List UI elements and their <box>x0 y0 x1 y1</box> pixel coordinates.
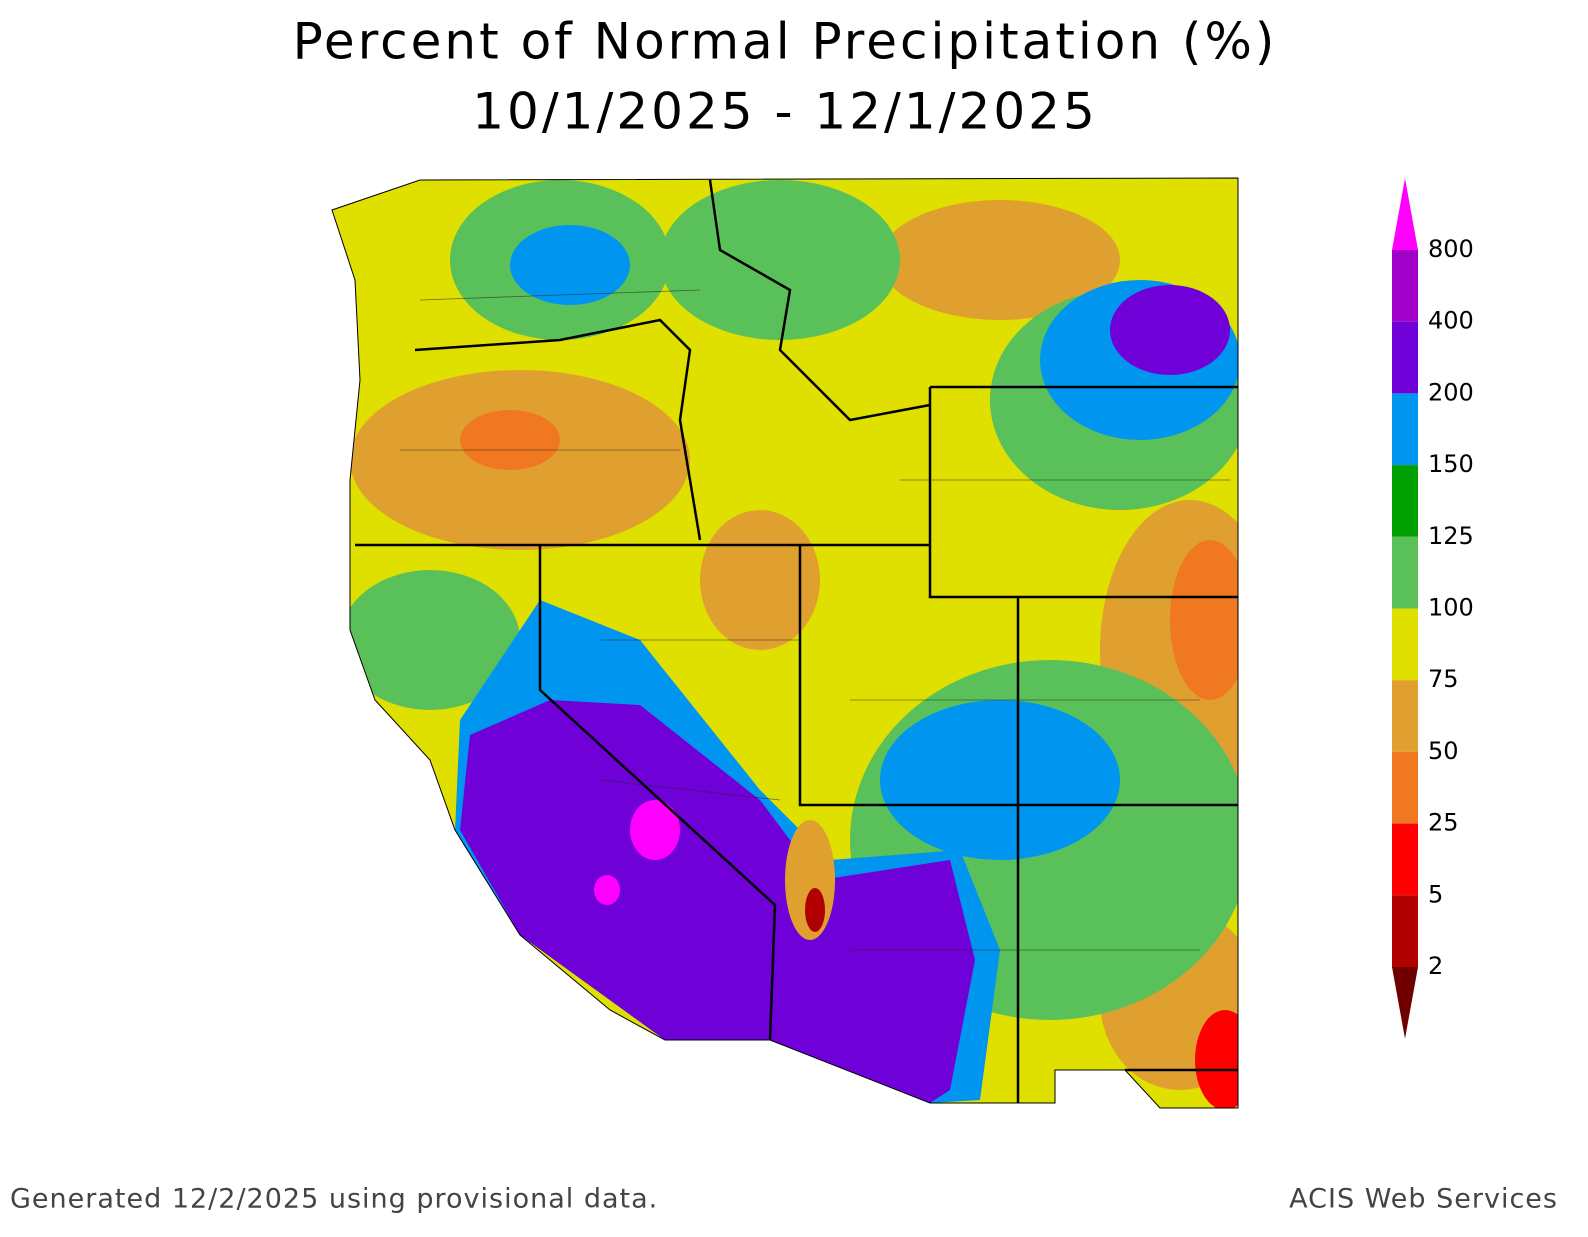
legend-label: 25 <box>1428 809 1459 837</box>
legend-label: 125 <box>1428 522 1474 550</box>
legend-swatch <box>1392 895 1418 967</box>
legend-swatch <box>1392 680 1418 752</box>
title: Percent of Normal Precipitation (%) <box>293 13 1278 71</box>
legend-swatch <box>1392 823 1418 896</box>
legend-swatch <box>1392 321 1418 394</box>
legend-label: 5 <box>1428 880 1443 908</box>
state-borders <box>331 177 1239 1109</box>
legend-swatch <box>1392 393 1418 466</box>
legend-label: 50 <box>1428 737 1459 765</box>
footer-left: Generated 12/2/2025 using provisional da… <box>10 1184 658 1215</box>
legend-swatch <box>1392 751 1418 824</box>
legend-swatch <box>1392 967 1418 1039</box>
legend-label: 75 <box>1428 665 1459 693</box>
legend-swatch <box>1392 178 1418 250</box>
legend-label: 150 <box>1428 450 1474 478</box>
legend-label: 2 <box>1428 952 1443 980</box>
legend-swatch <box>1392 536 1418 609</box>
footer-right: ACIS Web Services <box>1289 1184 1558 1215</box>
legend-label: 100 <box>1428 594 1474 622</box>
legend-label: 200 <box>1428 378 1474 406</box>
subtitle: 10/1/2025 - 12/1/2025 <box>472 83 1098 141</box>
legend-swatch <box>1392 608 1418 681</box>
legend: 800 400 200 150 125 100 75 50 25 5 2 <box>1392 178 1474 1039</box>
legend-swatch <box>1392 250 1418 322</box>
map <box>332 178 1238 1108</box>
legend-label: 400 <box>1428 307 1474 335</box>
legend-swatch <box>1392 465 1418 537</box>
legend-label: 800 <box>1428 235 1474 263</box>
